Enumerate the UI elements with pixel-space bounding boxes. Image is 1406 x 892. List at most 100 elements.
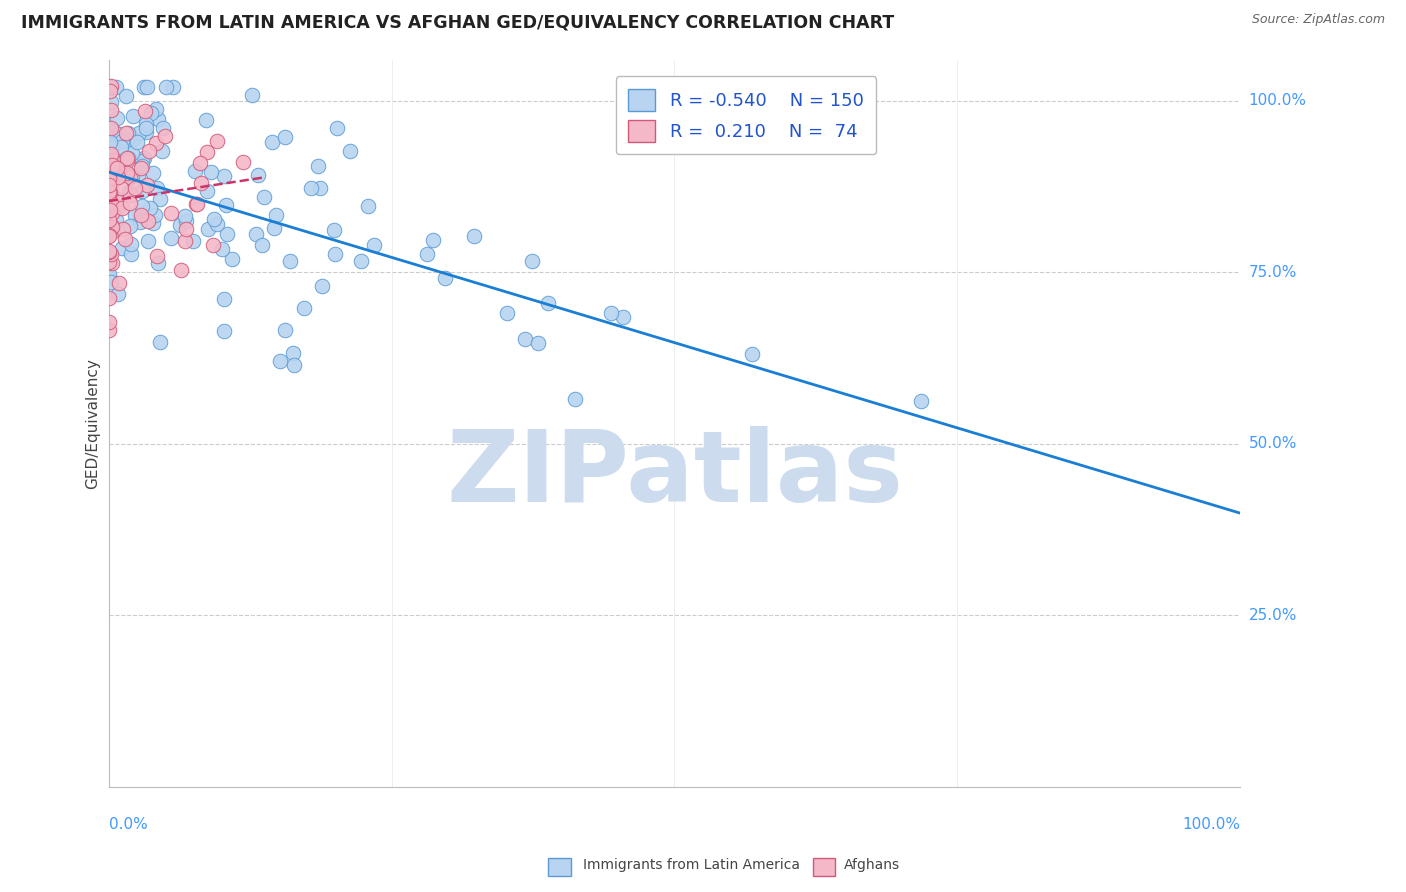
Point [135,117,157,131]
Point [100,161,122,176]
Point [110,140,132,154]
Point [132,151,155,165]
Point [97,245,120,260]
Point [103,162,125,177]
Point [283,346,305,360]
Text: Source: ZipAtlas.com: Source: ZipAtlas.com [1251,13,1385,27]
Point [97,291,120,305]
Point [202,212,225,227]
Point [155,80,177,95]
Point [112,222,135,236]
Point [117,151,139,165]
Point [97,217,120,231]
Point [97,267,120,281]
Point [117,126,139,140]
Point [100,246,122,260]
Point [357,199,380,213]
Point [98,202,121,217]
Point [128,215,150,229]
Point [100,161,122,175]
Point [149,192,172,206]
Point [612,310,634,324]
Point [264,208,287,222]
Point [107,198,129,212]
Point [132,80,155,95]
Point [173,234,195,248]
Point [124,181,146,195]
Text: Afghans: Afghans [844,858,900,872]
Point [152,121,174,136]
Point [100,95,122,109]
Point [160,206,183,220]
Point [269,354,291,368]
Point [174,209,197,223]
Point [105,200,128,214]
Point [292,301,315,315]
Point [97,166,120,180]
Text: 75.0%: 75.0% [1249,265,1296,280]
Text: Immigrants from Latin America: Immigrants from Latin America [583,858,800,872]
Point [118,169,141,184]
Point [129,161,152,175]
Point [434,270,457,285]
Point [100,158,122,172]
Point [97,244,120,258]
Point [100,140,122,154]
Point [350,253,373,268]
Point [513,332,536,346]
Point [422,233,444,247]
Point [97,178,120,193]
Point [131,159,153,173]
Point [98,174,121,188]
Point [162,80,184,95]
Point [111,134,134,148]
Point [245,227,267,241]
Point [125,135,148,149]
Point [195,145,218,159]
Point [339,144,361,158]
Point [98,246,121,260]
Point [212,169,235,183]
Point [110,180,132,194]
Point [139,106,162,120]
Point [240,87,263,102]
Point [98,195,121,210]
Point [100,120,122,135]
Point [105,161,128,176]
Point [118,219,141,233]
Point [115,133,138,147]
Point [120,236,142,251]
Point [118,195,141,210]
Point [299,181,322,195]
Point [283,358,305,372]
Point [98,80,121,95]
Point [134,104,156,119]
Point [101,201,124,215]
Point [463,228,485,243]
Point [522,253,544,268]
Text: 100.0%: 100.0% [1182,817,1240,832]
Point [136,234,159,248]
Point [97,206,120,220]
Point [98,186,121,200]
Point [100,275,122,289]
Point [104,162,127,177]
Point [217,227,239,242]
Point [169,219,191,233]
Point [260,135,283,149]
Point [98,271,121,285]
Point [101,156,124,170]
Point [98,84,121,98]
Text: 0.0%: 0.0% [108,817,148,832]
Point [114,133,136,147]
Point [107,198,129,212]
Text: 100.0%: 100.0% [1249,94,1306,108]
Point [212,324,235,338]
Point [274,323,297,337]
Point [98,199,121,213]
Point [115,166,138,180]
Point [326,121,349,136]
Point [190,176,212,190]
Point [107,287,129,301]
Point [98,323,121,337]
